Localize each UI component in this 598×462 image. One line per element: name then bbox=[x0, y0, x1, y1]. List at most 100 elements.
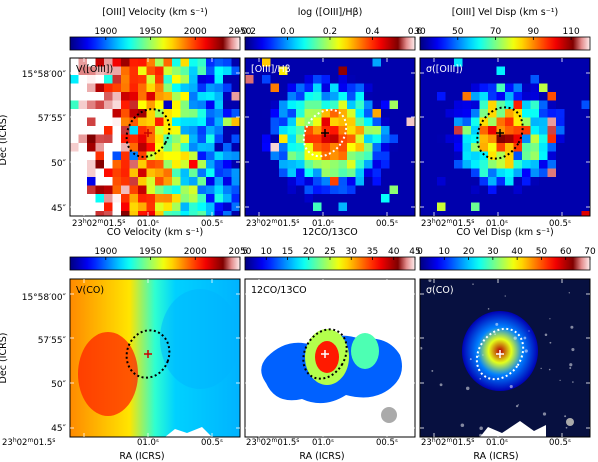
ra-tick-label: 00.5ˢ bbox=[376, 219, 398, 229]
dec-tick-labels-top: 15°58′00″ 57′55″ 50″ 45″ bbox=[22, 70, 67, 214]
colorbar-tick-label: 0.4 bbox=[365, 27, 380, 37]
ra-tick-label: 00.5ˢ bbox=[201, 219, 223, 229]
ra-tick-label-first: 23h02m01.5s bbox=[421, 218, 474, 229]
dec-tick-labels-bottom: 15°58′00″ 57′55″ 50″ 45″ bbox=[22, 293, 67, 434]
colorbar-title: CO Velocity (km s⁻¹) bbox=[107, 227, 203, 238]
dec-tick-label: 57′55″ bbox=[38, 336, 67, 346]
colorbar-tick-label: 1950 bbox=[139, 247, 162, 257]
colorbar-tick-label: 2050 bbox=[229, 247, 252, 257]
map-frame bbox=[419, 57, 591, 217]
colorbar-tick-label: 1900 bbox=[94, 27, 117, 37]
panel-inset-label: 12CO/13CO bbox=[251, 285, 307, 296]
ra-tick-label: 01.0ˢ bbox=[137, 438, 159, 448]
colorbar-title: 12CO/13CO bbox=[302, 227, 358, 238]
nucleus-cross-marker bbox=[496, 129, 504, 137]
nucleus-cross-marker bbox=[144, 129, 152, 137]
ra-tick-label: 01.0ˢ bbox=[137, 219, 159, 229]
ra-tick-label: 01.0ˢ bbox=[312, 438, 334, 448]
ra-tick-label: 01.0ˢ bbox=[486, 219, 508, 229]
colorbar-tick-label: 0 bbox=[417, 247, 423, 257]
panel-co-velocity-dispersion: CO Vel Disp (km s⁻¹) 0 10 20 30 40 50 60 70 σ(CO) bbox=[417, 227, 596, 438]
colorbar-tick-label: 15 bbox=[282, 247, 293, 257]
colorbar-tick-label: 50 bbox=[452, 27, 464, 37]
colorbar-tick-label: 1950 bbox=[139, 27, 162, 37]
colorbar bbox=[419, 256, 591, 271]
colorbar-tick-label: 10 bbox=[261, 247, 273, 257]
colorbar-tick-label: 70 bbox=[584, 247, 596, 257]
map-image bbox=[420, 279, 590, 437]
ra-tick-label: 00.5ˢ bbox=[201, 438, 223, 448]
colorbar-tick-label: 0.2 bbox=[323, 27, 337, 37]
dec-tick-label: 57′55″ bbox=[38, 114, 67, 124]
ra-tick-label: 00.5ˢ bbox=[549, 219, 571, 229]
ra-axis-label: RA (ICRS) bbox=[119, 451, 164, 462]
ra-tick-labels-bottom: 23h02m01.5s 01.0ˢ 00.5ˢ 23h02m01.5s 01.0… bbox=[2, 437, 571, 448]
colorbar bbox=[419, 36, 591, 51]
colorbar-tick-label: 1900 bbox=[94, 247, 117, 257]
dec-tick-label: 15°58′00″ bbox=[22, 293, 67, 303]
nucleus-cross-marker bbox=[321, 350, 329, 358]
panel-oiii-velocity: [OIII] Velocity (km s⁻¹) 1900 1950 2000 2050… bbox=[69, 7, 252, 217]
ra-tick-label-first: 23h02m01.5s bbox=[2, 437, 55, 448]
colorbar-tick-label: 0.6 bbox=[408, 27, 423, 37]
dec-tick-label: 50″ bbox=[51, 380, 66, 390]
ra-tick-label: 00.5ˢ bbox=[549, 438, 571, 448]
colorbar-tick-label: 50 bbox=[536, 247, 548, 257]
colorbar-tick-label: 2050 bbox=[229, 27, 252, 37]
dec-tick-label: 45″ bbox=[51, 424, 66, 434]
colorbar-title: log ([OIII]/Hβ) bbox=[298, 7, 363, 18]
panel-inset-label: V(CO) bbox=[76, 285, 104, 296]
colorbar-tick-label: 60 bbox=[560, 247, 572, 257]
ra-tick-label: 01.0ˢ bbox=[312, 219, 334, 229]
colorbar bbox=[69, 256, 241, 271]
contour-ellipse bbox=[125, 108, 171, 158]
colorbar-tick-label: 70 bbox=[490, 27, 502, 37]
panel-inset-label: σ([OIII]) bbox=[426, 64, 463, 75]
ra-tick-label-first: 23h02m01.5s bbox=[246, 218, 299, 229]
dec-tick-label: 45″ bbox=[51, 204, 66, 214]
colorbar-tick-label: −0.2 bbox=[234, 27, 256, 37]
colorbar-tick-label: 10 bbox=[439, 247, 451, 257]
map-image bbox=[420, 58, 590, 216]
nucleus-cross-marker bbox=[144, 350, 152, 358]
panel-oiii-velocity-dispersion: [OIII] Vel Disp (km s⁻¹) 30 50 70 90 110 σ([OI… bbox=[414, 7, 591, 217]
map-frame bbox=[69, 57, 241, 217]
panel-oiii-hbeta-ratio: log ([OIII]/Hβ) −0.2 0.0 0.2 0.4 0.6 [OIII]/Hβ bbox=[234, 7, 423, 217]
map-frame bbox=[419, 278, 591, 438]
colorbar-tick-label: 40 bbox=[511, 247, 523, 257]
map-frame bbox=[244, 57, 416, 217]
beam-marker bbox=[381, 407, 397, 423]
dec-tick-label: 15°58′00″ bbox=[22, 70, 67, 80]
colorbar-tick-label: 30 bbox=[346, 247, 358, 257]
contour-ellipse bbox=[475, 327, 525, 381]
ra-tick-label: 01.0ˢ bbox=[486, 438, 508, 448]
colorbar-title: CO Vel Disp (km s⁻¹) bbox=[456, 227, 553, 238]
dec-axis-label-top: Dec (ICRS) bbox=[0, 115, 9, 166]
ra-axis-label: RA (ICRS) bbox=[299, 451, 344, 462]
panel-inset-label: [OIII]/Hβ bbox=[251, 64, 291, 75]
ra-tick-label-first: 23h02m01.5s bbox=[246, 437, 299, 448]
map-image bbox=[70, 279, 240, 437]
panel-inset-label: V([OIII]) bbox=[76, 64, 113, 75]
nucleus-cross-marker bbox=[321, 129, 329, 137]
colorbar-tick-label: 25 bbox=[324, 247, 335, 257]
panel-co-velocity: CO Velocity (km s⁻¹) 1900 1950 2000 2050 V(CO… bbox=[69, 227, 252, 438]
colorbar-tick-label: 40 bbox=[388, 247, 400, 257]
dec-axis-label-bottom: Dec (ICRS) bbox=[0, 333, 9, 384]
dec-tick-label: 50″ bbox=[51, 159, 66, 169]
nucleus-cross-marker bbox=[496, 350, 504, 358]
colorbar-tick-label: 2000 bbox=[184, 27, 207, 37]
colorbar-tick-label: 110 bbox=[563, 27, 580, 37]
ra-tick-label-first: 23h02m01.5s bbox=[421, 437, 474, 448]
colorbar bbox=[69, 36, 241, 51]
map-frame bbox=[244, 278, 416, 438]
colorbar-tick-label: 90 bbox=[528, 27, 540, 37]
colorbar-tick-label: 2000 bbox=[184, 247, 207, 257]
beam-marker bbox=[566, 418, 574, 426]
ra-tick-label-first: 23h02m01.5s bbox=[72, 218, 125, 229]
contour-ellipse bbox=[302, 328, 348, 380]
contour-ellipse bbox=[125, 329, 171, 379]
colorbar-tick-label: 20 bbox=[463, 247, 475, 257]
panel-inset-label: σ(CO) bbox=[426, 285, 454, 296]
